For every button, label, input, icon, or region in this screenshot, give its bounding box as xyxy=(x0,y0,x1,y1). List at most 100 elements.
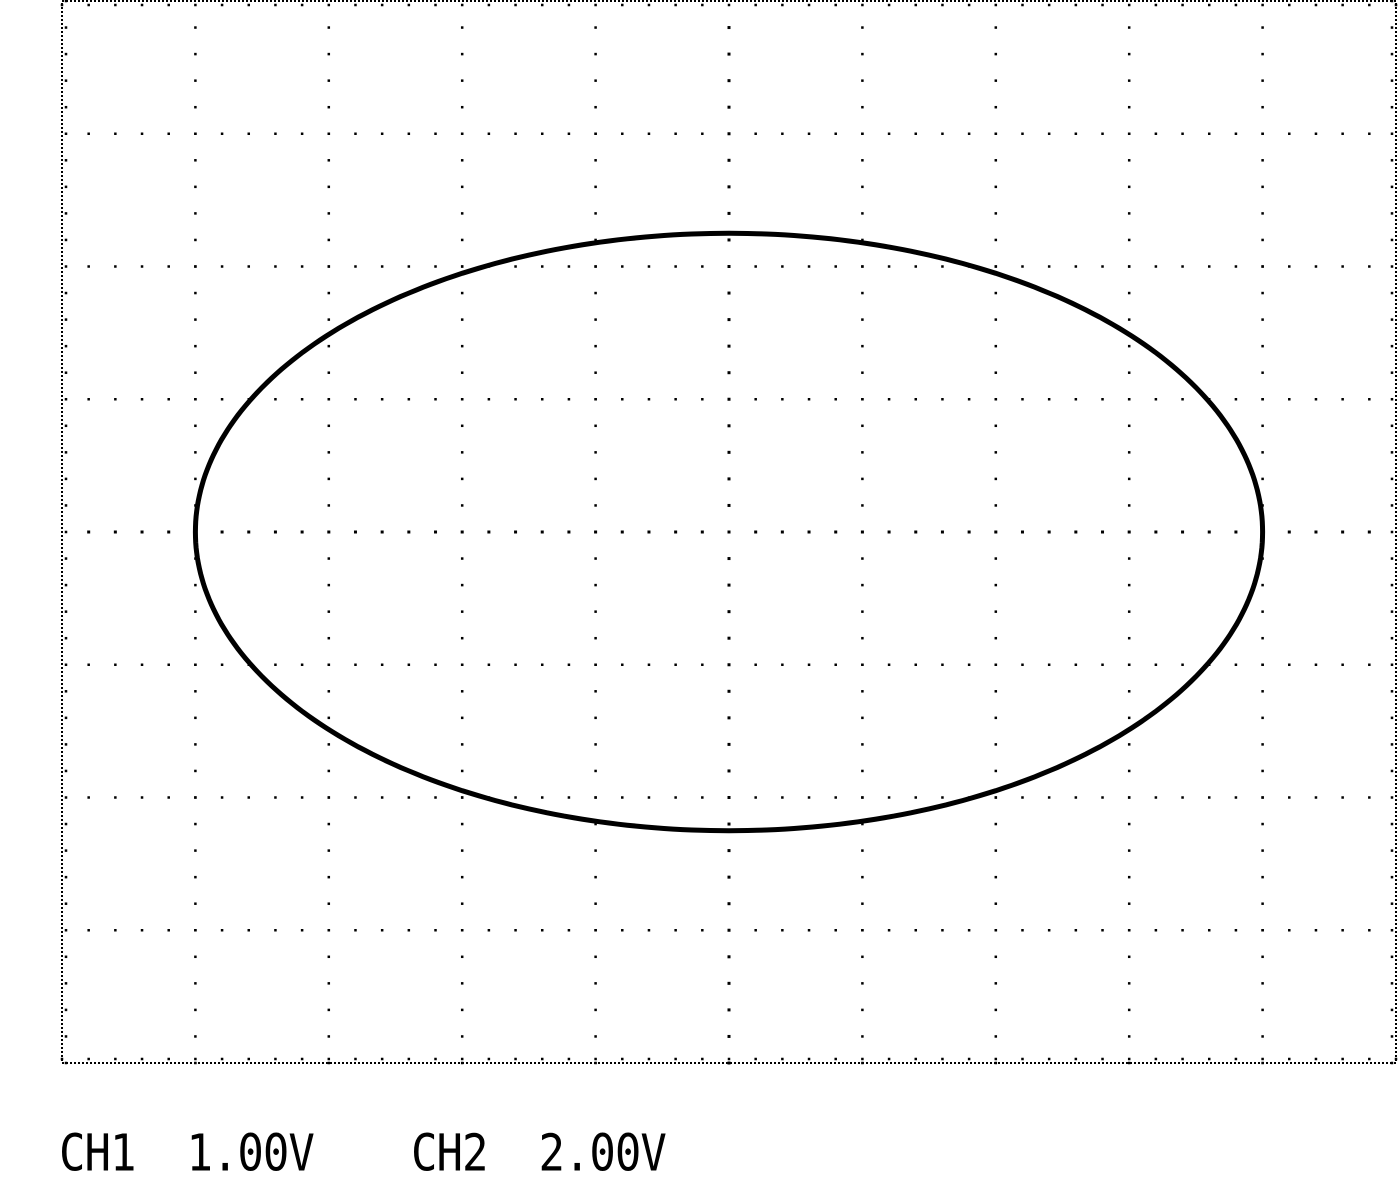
grid-dot-v xyxy=(994,636,998,640)
grid-dot-h xyxy=(887,663,891,666)
grid-dot-h xyxy=(1074,398,1078,401)
grid-dot-h xyxy=(300,929,304,932)
grid-dot-v xyxy=(460,477,464,481)
grid-dot-v xyxy=(1127,875,1131,879)
grid-dot-v xyxy=(1127,769,1131,773)
border-tick-right xyxy=(1390,318,1394,321)
grid-dot-h xyxy=(621,265,624,268)
grid-dot-h xyxy=(274,929,277,932)
grid-dot-v xyxy=(994,982,998,985)
grid-dot-h xyxy=(380,929,384,932)
border-tick-top xyxy=(354,3,357,7)
border-tick-bottom xyxy=(380,1057,384,1061)
grid-dot-v xyxy=(194,875,197,879)
grid-dot-h xyxy=(194,132,197,135)
grid-dot-h xyxy=(1101,530,1105,534)
grid-dot-v xyxy=(1261,344,1264,348)
grid-dot-h xyxy=(754,929,757,932)
border-tick-left xyxy=(64,105,68,109)
grid-dot-v xyxy=(861,52,864,56)
grid-dot-h xyxy=(994,398,998,401)
grid-dot-v xyxy=(994,185,998,189)
grid-dot-v xyxy=(460,1008,464,1012)
grid-dot-h xyxy=(807,530,811,534)
grid-dot-h xyxy=(273,530,277,534)
grid-dot-v xyxy=(1261,318,1264,321)
grid-dot-h xyxy=(514,929,517,932)
grid-dot-v xyxy=(460,212,464,215)
grid-dot-h xyxy=(487,132,491,135)
grid-dot-h xyxy=(300,265,304,268)
grid-dot-h xyxy=(114,929,117,932)
grid-dot-h xyxy=(1127,929,1131,932)
grid-dot-v xyxy=(727,689,731,693)
grid-dot-v xyxy=(994,344,998,348)
grid-dot-v xyxy=(1261,822,1264,826)
grid-dot-v xyxy=(327,238,331,242)
grid-dot-h xyxy=(167,530,171,534)
grid-dot-h xyxy=(941,796,944,799)
grid-dot-h xyxy=(300,530,304,534)
grid-dot-h xyxy=(1234,796,1238,799)
border-tick-right xyxy=(1390,477,1394,481)
grid-dot-h xyxy=(594,929,597,932)
grid-dot-h xyxy=(1367,530,1371,534)
grid-dot-v xyxy=(1261,769,1264,773)
grid-dot-h xyxy=(407,132,411,135)
grid-dot-v xyxy=(727,211,731,215)
grid-dot-h xyxy=(994,929,998,932)
grid-dot-h xyxy=(380,663,384,666)
border-tick-right xyxy=(1390,344,1394,348)
border-tick-top xyxy=(167,3,170,7)
grid-dot-v xyxy=(194,769,197,773)
border-tick-left xyxy=(64,557,68,560)
grid-dot-h xyxy=(87,663,90,666)
grid-dot-v xyxy=(327,79,331,82)
grid-dot-h xyxy=(487,663,491,666)
border-tick-bottom xyxy=(1314,1057,1318,1061)
grid-dot-h xyxy=(1181,796,1184,799)
border-tick-left xyxy=(64,1008,68,1012)
grid-dot-h xyxy=(1047,265,1051,268)
grid-dot-v xyxy=(861,875,864,879)
grid-dot-v xyxy=(460,690,464,693)
border-tick-left xyxy=(64,371,68,374)
grid-dot-h xyxy=(701,663,704,666)
grid-dot-v xyxy=(994,1035,998,1038)
border-tick-bottom xyxy=(621,1057,624,1061)
grid-dot-v xyxy=(194,159,197,162)
grid-dot-v xyxy=(327,477,331,481)
grid-dot-v xyxy=(594,610,597,613)
grid-dot-v xyxy=(1261,451,1264,454)
border-tick-bottom xyxy=(1288,1057,1291,1061)
grid-dot-v xyxy=(1261,291,1264,295)
grid-dot-h xyxy=(1101,265,1104,268)
grid-dot-h xyxy=(1341,663,1344,666)
grid-dot-v xyxy=(1261,875,1264,879)
grid-dot-v xyxy=(194,371,197,374)
grid-dot-v xyxy=(1127,822,1131,826)
grid-dot-v xyxy=(994,849,998,852)
grid-dot-h xyxy=(647,530,651,534)
grid-dot-h xyxy=(941,398,944,401)
grid-dot-h xyxy=(887,796,891,799)
xy-trace-ellipse xyxy=(192,230,1266,834)
grid-dot-v xyxy=(1127,716,1131,720)
grid-dot-h xyxy=(1021,132,1024,135)
grid-dot-h xyxy=(1101,663,1104,666)
grid-dot-h xyxy=(140,132,144,135)
grid-dot-v xyxy=(861,371,864,374)
grid-dot-h xyxy=(1127,265,1131,268)
border-tick-bottom xyxy=(1234,1057,1238,1061)
grid-dot-v xyxy=(460,79,464,82)
grid-dot-v xyxy=(1127,849,1131,852)
grid-dot-h xyxy=(87,398,90,401)
grid-dot-h xyxy=(1127,398,1131,401)
border-tick-bottom xyxy=(167,1057,170,1061)
grid-dot-h xyxy=(567,929,571,932)
border-tick-top xyxy=(140,3,144,7)
grid-dot-h xyxy=(354,132,357,135)
grid-dot-v xyxy=(460,849,464,852)
grid-dot-h xyxy=(220,929,224,932)
grid-dot-v xyxy=(327,105,331,109)
